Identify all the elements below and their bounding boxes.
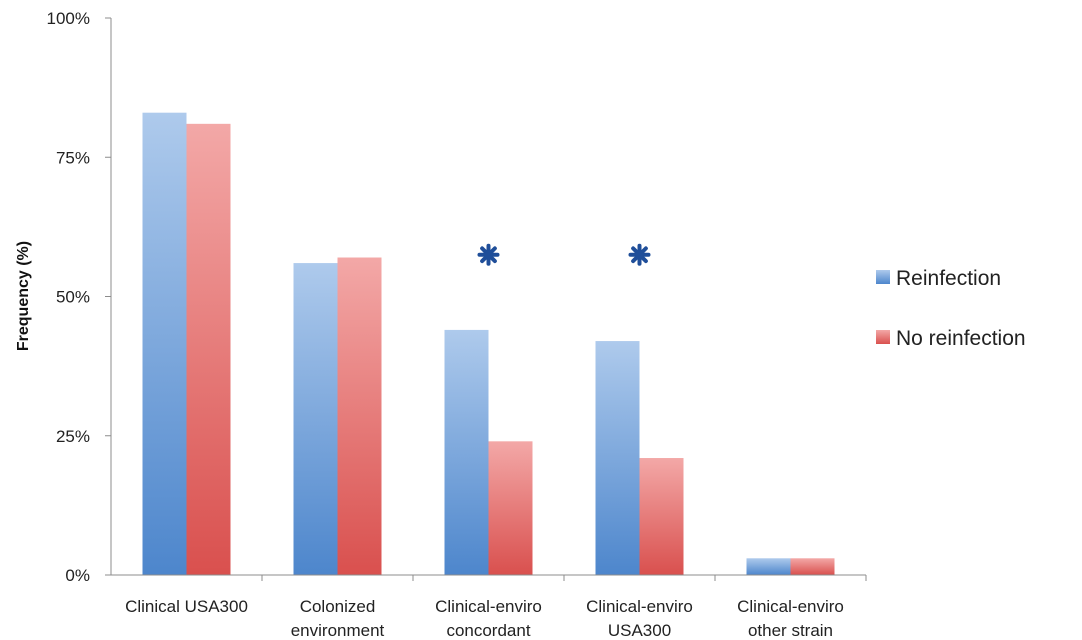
y-axis-title: Frequency (%)	[15, 241, 32, 351]
x-category-label-line: USA300	[608, 621, 671, 640]
legend: Reinfection No reinfection	[876, 267, 1026, 350]
x-axis: Clinical USA300 Colonized environment Clini…	[125, 575, 867, 640]
y-tick-label: 50%	[56, 288, 90, 307]
legend-swatch	[876, 330, 890, 344]
bar-no-reinfection	[639, 458, 684, 575]
y-tick-label: 100%	[47, 9, 90, 28]
annotations-group	[477, 243, 651, 266]
bar-no-reinfection	[488, 441, 533, 575]
y-tick-label: 75%	[56, 148, 90, 167]
bar-no-reinfection	[186, 123, 231, 575]
x-category-label-line: Clinical USA300	[125, 597, 248, 616]
legend-swatch	[876, 270, 890, 284]
y-axis: 0% 25% 50% 75% 100%	[47, 9, 111, 585]
significance-asterisk-icon	[628, 243, 651, 266]
x-category-label-line: Clinical-enviro	[737, 597, 844, 616]
legend-label: No reinfection	[896, 327, 1026, 350]
bar-reinfection	[746, 558, 791, 575]
x-category-label-line: Colonized	[300, 597, 376, 616]
bar-reinfection	[595, 341, 640, 575]
x-category-label: Clinical-enviro concordant	[435, 597, 542, 640]
x-category-label-line: environment	[291, 621, 385, 640]
y-tick-label: 25%	[56, 427, 90, 446]
x-category-label-line: concordant	[446, 621, 530, 640]
x-category-label-line: other strain	[748, 621, 833, 640]
x-category-label: Clinical-enviro USA300	[586, 597, 693, 640]
x-category-label-line: Clinical-enviro	[586, 597, 693, 616]
bar-reinfection	[444, 329, 489, 575]
significance-asterisk-icon	[477, 243, 500, 266]
bar-reinfection	[142, 112, 187, 575]
x-category-label-line: Clinical-enviro	[435, 597, 542, 616]
bar-reinfection	[293, 263, 338, 575]
x-category-label: Clinical USA300	[125, 597, 248, 616]
bar-no-reinfection	[790, 558, 835, 575]
bars-group	[142, 112, 835, 575]
x-category-label: Clinical-enviro other strain	[737, 597, 844, 640]
bar-no-reinfection	[337, 257, 382, 575]
y-tick-label: 0%	[65, 566, 90, 585]
x-category-label: Colonized environment	[291, 597, 385, 640]
legend-label: Reinfection	[896, 267, 1001, 290]
